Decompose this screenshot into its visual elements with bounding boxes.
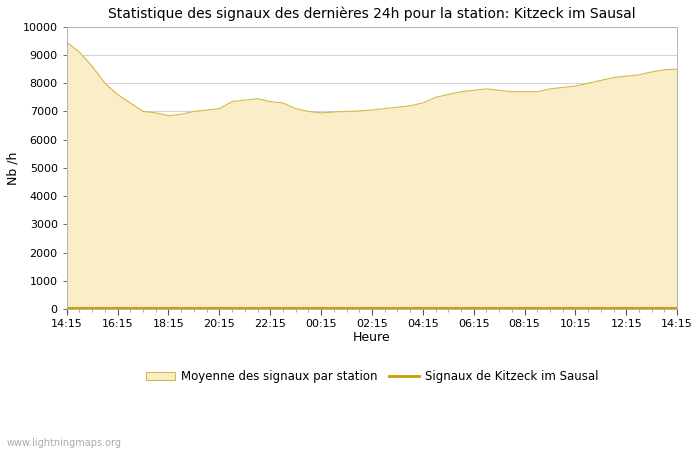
Y-axis label: Nb /h: Nb /h [7, 151, 20, 184]
Text: www.lightningmaps.org: www.lightningmaps.org [7, 438, 122, 448]
Title: Statistique des signaux des dernières 24h pour la station: Kitzeck im Sausal: Statistique des signaux des dernières 24… [108, 7, 636, 22]
X-axis label: Heure: Heure [354, 331, 391, 344]
Legend: Moyenne des signaux par station, Signaux de Kitzeck im Sausal: Moyenne des signaux par station, Signaux… [141, 365, 603, 388]
